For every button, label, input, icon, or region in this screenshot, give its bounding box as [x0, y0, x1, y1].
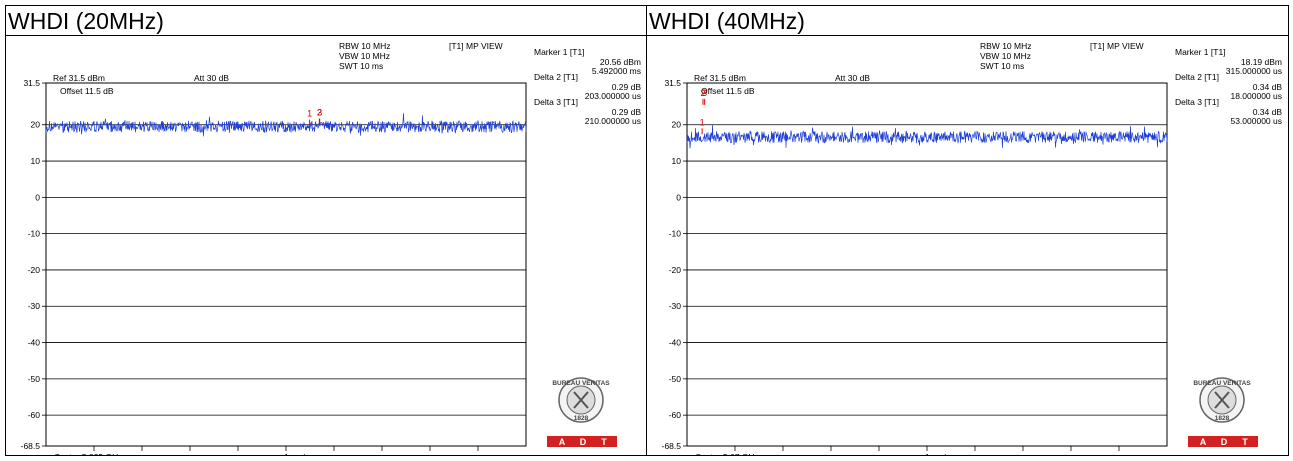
adt-letter: D — [1221, 437, 1228, 447]
marker-readout-time: 53.000000 us — [1230, 116, 1282, 126]
y-tick-label: -50 — [28, 374, 41, 384]
seal-emblem — [573, 391, 589, 409]
y-tick-label: -10 — [669, 229, 682, 239]
seal-year: 1828 — [574, 415, 589, 422]
y-tick-label: 0 — [676, 192, 681, 202]
marker-readout-name: Delta 3 [T1] — [534, 97, 578, 107]
spectrum-plot: 31.5 20 10 0 -10 -20 -30 -40 -50 -60 -68.5 Ref 31.5… — [21, 41, 642, 455]
y-tick-label: 31.5 — [664, 78, 681, 88]
trace-line — [686, 124, 1168, 149]
center-frequency-label: Center 5.825 GHz — [54, 452, 123, 455]
bureau-veritas-logo: BUREAU VERITAS 1828 — [552, 377, 610, 423]
seal-emblem — [1214, 391, 1230, 409]
offset-label: Offset 11.5 dB — [60, 86, 114, 96]
marker-label: 1 — [307, 109, 312, 119]
setting-label: RBW 10 MHz — [339, 41, 390, 51]
offset-label: Offset 11.5 dB — [701, 86, 755, 96]
ref-level-label: Ref 31.5 dBm — [53, 73, 105, 83]
attenuation-label: Att 30 dB — [835, 73, 870, 83]
y-tick-label: -60 — [28, 410, 41, 420]
chart-panel-20mhz: WHDI (20MHz) 31.5 20 10 0 -10 -20 -30 -40 -50 -60… — [5, 5, 647, 456]
marker-readout-level: 0.34 dB — [1253, 82, 1283, 92]
adt-letter: T — [601, 437, 607, 447]
marker-readout-level: 0.29 dB — [612, 82, 642, 92]
y-tick-label: 10 — [31, 156, 41, 166]
adt-letter: A — [559, 437, 566, 447]
seal-text: BUREAU VERITAS — [1193, 380, 1251, 387]
y-tick-label: -60 — [669, 410, 682, 420]
adt-bar — [1188, 436, 1258, 447]
marker-readout-level: 20.56 dBm — [600, 57, 641, 67]
marker-readout-time: 210.000000 us — [585, 116, 641, 126]
y-tick-label: -68.5 — [662, 441, 682, 451]
y-tick-label: -10 — [28, 229, 41, 239]
marker-label: 2 — [700, 88, 705, 98]
setting-label: VBW 10 MHz — [980, 51, 1031, 61]
y-tick-label: 10 — [672, 156, 682, 166]
seal-year: 1828 — [1215, 415, 1230, 422]
marker-readout-level: 18.19 dBm — [1241, 57, 1282, 67]
time-per-division-label: 1 ms/ — [284, 452, 305, 455]
marker-label: 3 — [317, 108, 322, 118]
marker-readout-name: Delta 2 [T1] — [1175, 72, 1219, 82]
marker-readout-level: 0.34 dB — [1253, 107, 1283, 117]
marker-readout-level: 0.29 dB — [612, 107, 642, 117]
marker-readout-time: 18.000000 us — [1230, 91, 1282, 101]
bureau-veritas-logo: BUREAU VERITAS 1828 — [1193, 377, 1251, 423]
marker-readout-time: 5.492000 ms — [592, 66, 641, 76]
chart-title: WHDI (40MHz) — [647, 6, 1288, 36]
y-tick-label: -30 — [669, 301, 682, 311]
y-tick-label: 20 — [31, 120, 41, 130]
center-frequency-label: Center 5.67 GHz — [695, 452, 759, 455]
marker-label: 2 — [317, 108, 322, 118]
y-tick-label: -40 — [669, 338, 682, 348]
adt-bar — [547, 436, 617, 447]
plot-frame — [45, 82, 527, 447]
marker-label: 3 — [702, 88, 707, 98]
marker-readout-time: 315.000000 us — [1226, 66, 1282, 76]
setting-label: SWT 10 ms — [339, 61, 383, 71]
trace-line — [45, 113, 527, 137]
setting-label: RBW 10 MHz — [980, 41, 1031, 51]
y-tick-label: -68.5 — [21, 441, 41, 451]
y-tick-label: -40 — [28, 338, 41, 348]
marker-readout-name: Delta 2 [T1] — [534, 72, 578, 82]
marker-readout-time: 203.000000 us — [585, 91, 641, 101]
chart-title: WHDI (20MHz) — [6, 6, 646, 36]
y-tick-label: 20 — [672, 120, 682, 130]
time-per-division-label: 1 ms/ — [925, 452, 946, 455]
marker-readout-name: Delta 3 [T1] — [1175, 97, 1219, 107]
y-tick-label: -50 — [669, 374, 682, 384]
trace-view-label: [T1] MP VIEW — [1090, 41, 1144, 51]
ref-level-label: Ref 31.5 dBm — [694, 73, 746, 83]
y-tick-label: -20 — [28, 265, 41, 275]
setting-label: SWT 10 ms — [980, 61, 1024, 71]
marker-label: 1 — [700, 117, 705, 127]
trace-view-label: [T1] MP VIEW — [449, 41, 503, 51]
spectrum-plot: 31.5 20 10 0 -10 -20 -30 -40 -50 -60 -68.5 Ref 31.5… — [662, 41, 1283, 455]
setting-label: VBW 10 MHz — [339, 51, 390, 61]
y-tick-label: -20 — [669, 265, 682, 275]
attenuation-label: Att 30 dB — [194, 73, 229, 83]
adt-letter: A — [1200, 437, 1207, 447]
adt-letter: T — [1242, 437, 1248, 447]
y-tick-label: 0 — [35, 192, 40, 202]
y-tick-label: -30 — [28, 301, 41, 311]
adt-letter: D — [580, 437, 587, 447]
y-tick-label: 31.5 — [23, 78, 40, 88]
seal-text: BUREAU VERITAS — [552, 380, 610, 387]
chart-panel-40mhz: WHDI (40MHz) 31.5 20 10 0 -10 -20 -30 -40 -50 -60… — [647, 5, 1289, 456]
marker-readout-name: Marker 1 [T1] — [1175, 47, 1226, 57]
marker-readout-name: Marker 1 [T1] — [534, 47, 585, 57]
